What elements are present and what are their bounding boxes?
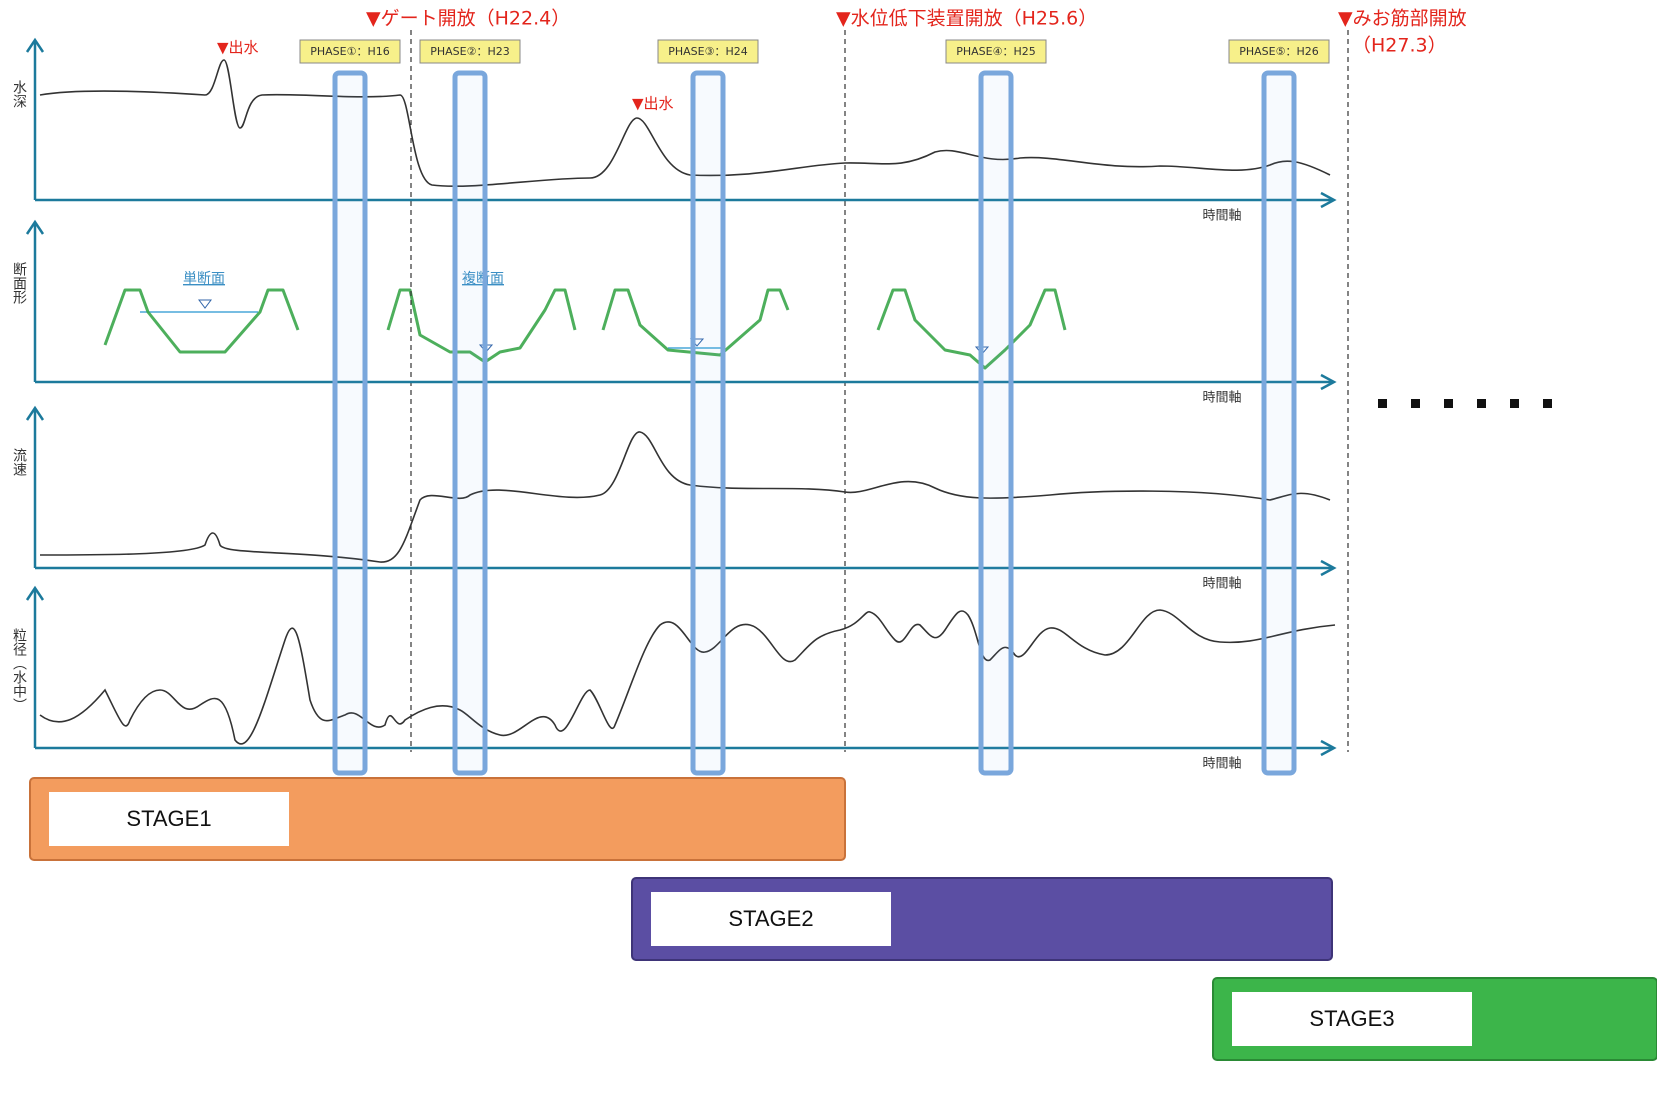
depth-curve bbox=[40, 60, 1330, 186]
event-date: （H27.3） bbox=[1352, 35, 1447, 57]
dot bbox=[1510, 399, 1519, 408]
phase-label: PHASE④：H25 bbox=[956, 45, 1036, 58]
phase-label: PHASE②：H23 bbox=[430, 45, 510, 58]
phase-label: PHASE①：H16 bbox=[310, 45, 390, 58]
panel-label: 粒径（水中） bbox=[11, 628, 27, 712]
phase-label: PHASE③：H24 bbox=[668, 45, 748, 58]
phase-window bbox=[1264, 73, 1294, 773]
panel-label: 断面形 bbox=[11, 262, 27, 304]
compound-section bbox=[878, 290, 1065, 368]
water-mark bbox=[199, 300, 211, 308]
stage-label: STAGE3 bbox=[1309, 1006, 1394, 1031]
dot bbox=[1543, 399, 1552, 408]
phase-window bbox=[335, 73, 365, 773]
dot bbox=[1378, 399, 1387, 408]
dot bbox=[1411, 399, 1420, 408]
axis-label: 時間軸 bbox=[1202, 209, 1241, 224]
panel-label: 水深 bbox=[11, 80, 27, 108]
axis-label: 時間軸 bbox=[1202, 757, 1241, 772]
axis-label: 時間軸 bbox=[1202, 391, 1241, 406]
section-label: 単断面 bbox=[183, 271, 225, 287]
event-label: ▼みお筋部開放 bbox=[1338, 8, 1467, 30]
cross-sections bbox=[105, 290, 1065, 368]
phase-window bbox=[981, 73, 1011, 773]
panel-label: 流速 bbox=[11, 448, 27, 477]
event-label: ▼ゲート開放（H22.4） bbox=[366, 8, 570, 30]
dot bbox=[1444, 399, 1453, 408]
event-label: ▼水位低下装置開放（H25.6） bbox=[836, 8, 1097, 30]
ellipsis bbox=[1378, 399, 1552, 408]
single-section bbox=[105, 290, 298, 352]
diagram: 単断面 複断面 ▼ゲート開放（H22.4） ▼水位低下装置開放（H25.6） ▼… bbox=[0, 0, 1657, 1119]
grain-curve bbox=[40, 610, 1335, 744]
flood-label: ▼出水 bbox=[632, 95, 674, 113]
phase-label: PHASE⑤：H26 bbox=[1239, 45, 1319, 58]
dot bbox=[1477, 399, 1486, 408]
axis-label: 時間軸 bbox=[1202, 577, 1241, 592]
phase-window bbox=[693, 73, 723, 773]
velocity-curve bbox=[40, 432, 1330, 562]
stage-label: STAGE1 bbox=[126, 806, 211, 831]
flood-label: ▼出水 bbox=[217, 39, 259, 57]
stage-label: STAGE2 bbox=[728, 906, 813, 931]
phase-window bbox=[455, 73, 485, 773]
